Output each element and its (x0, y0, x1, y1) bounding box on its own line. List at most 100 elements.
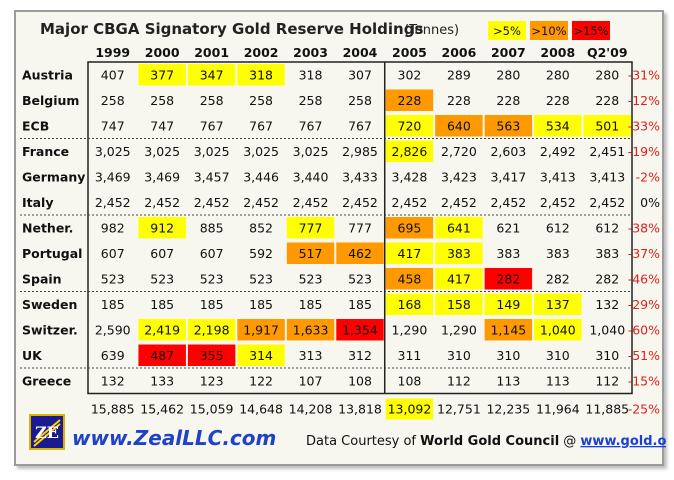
table-cell: 1,290 (441, 322, 477, 337)
table-cell: 3,428 (392, 169, 428, 184)
table-cell: 592 (249, 246, 273, 261)
table-cell: 777 (299, 220, 323, 235)
table-cell: 2,451 (589, 144, 625, 159)
table-cell: 228 (447, 93, 471, 108)
table-cell: 3,417 (490, 169, 526, 184)
cell-highlight (534, 319, 582, 341)
cell-highlight (435, 217, 483, 239)
table-cell: 2,452 (490, 195, 526, 210)
change-percent: -29% (628, 297, 660, 312)
row-label: Sweden (22, 297, 77, 312)
total-cell: 12,751 (437, 402, 481, 417)
table-cell: 777 (348, 220, 372, 235)
table-cell: 318 (249, 67, 273, 82)
cell-highlight (484, 293, 533, 315)
total-cell: 15,059 (190, 402, 234, 417)
table-cell: 383 (496, 246, 520, 261)
table-cell: 767 (299, 118, 323, 133)
table-cell: 280 (496, 67, 520, 82)
cell-highlight (534, 293, 582, 315)
table-cell: 3,440 (293, 169, 329, 184)
table-cell: 523 (299, 271, 323, 286)
table-cell: 132 (101, 373, 125, 388)
row-label: ECB (22, 118, 49, 133)
site-link[interactable]: www.ZealLLC.com (72, 426, 276, 450)
table-cell: 607 (101, 246, 125, 261)
row-label: Austria (22, 67, 73, 82)
row-label: Nether. (22, 220, 73, 235)
total-cell: 13,092 (388, 402, 432, 417)
credit-at: @ (559, 434, 580, 449)
table-cell: 313 (299, 348, 323, 363)
change-percent: -31% (628, 67, 660, 82)
row-label: Italy (22, 195, 54, 210)
table-cell: 3,413 (540, 169, 576, 184)
total-cell: 14,208 (289, 402, 333, 417)
table-cell: 112 (595, 373, 619, 388)
table-cell: 2,452 (589, 195, 625, 210)
cell-highlight (484, 319, 533, 341)
table-cell: 3,457 (194, 169, 230, 184)
table-cell: 282 (496, 271, 520, 286)
cell-highlight (484, 115, 533, 137)
table-cell: 307 (348, 67, 372, 82)
table-cell: 137 (546, 297, 570, 312)
table-cell: 383 (447, 246, 471, 261)
table-cell: 258 (249, 93, 273, 108)
table-cell: 258 (200, 93, 224, 108)
table-cell: 1,290 (392, 322, 428, 337)
table-cell: 912 (150, 220, 174, 235)
table-cell: 767 (348, 118, 372, 133)
chart-units: (Tonnes) (404, 23, 459, 38)
table-cell: 185 (101, 297, 125, 312)
table-cell: 747 (101, 118, 125, 133)
table-cell: 258 (348, 93, 372, 108)
column-header: 2005 (392, 45, 427, 60)
table-cell: 3,433 (342, 169, 378, 184)
table-cell: 185 (150, 297, 174, 312)
table-cell: 280 (595, 67, 619, 82)
table-cell: 347 (200, 67, 224, 82)
cell-highlight (385, 268, 434, 290)
cell-highlight (187, 319, 236, 341)
legend-label-5: >5% (493, 24, 521, 38)
table-cell: 149 (496, 297, 520, 312)
table-cell: 2,452 (194, 195, 230, 210)
change-percent: -33% (628, 118, 660, 133)
column-header: 2004 (343, 45, 378, 60)
table-cell: 1,633 (293, 322, 329, 337)
cell-highlight (435, 115, 483, 137)
cell-highlight (484, 268, 533, 290)
table-cell: 311 (398, 348, 422, 363)
chart-frame: 1999 2000 2001 2002 2003 2004 2005 2006 2007 2008… (14, 10, 666, 466)
table-cell: 3,469 (95, 169, 131, 184)
row-label: France (22, 144, 69, 159)
table-cell: 612 (546, 220, 570, 235)
cell-highlight (435, 242, 483, 264)
column-header: 2008 (540, 45, 575, 60)
total-cell: 14,648 (239, 402, 283, 417)
logo-stripes (33, 419, 61, 447)
table-cell: 3,469 (144, 169, 180, 184)
row-label: Portugal (22, 246, 82, 261)
table-cell: 228 (398, 93, 422, 108)
cell-highlight (237, 344, 285, 366)
table-border (87, 61, 633, 395)
total-cell: 11,964 (536, 402, 580, 417)
table-cell: 185 (200, 297, 224, 312)
column-header: 2000 (145, 45, 180, 60)
table-cell: 383 (595, 246, 619, 261)
table-cell: 767 (249, 118, 273, 133)
table-cell: 1,354 (342, 322, 378, 337)
table-cell: 1,917 (243, 322, 279, 337)
cell-highlight (583, 115, 631, 137)
credit-source: World Gold Council (420, 434, 559, 449)
table-cell: 885 (200, 220, 224, 235)
table-cell: 2,985 (342, 144, 378, 159)
table-cell: 185 (299, 297, 323, 312)
table-cell: 720 (398, 118, 422, 133)
table-cell: 1,040 (540, 322, 576, 337)
credit-link[interactable]: www.gold.org (580, 434, 666, 449)
table-cell: 2,720 (441, 144, 477, 159)
cell-highlight (237, 64, 285, 86)
